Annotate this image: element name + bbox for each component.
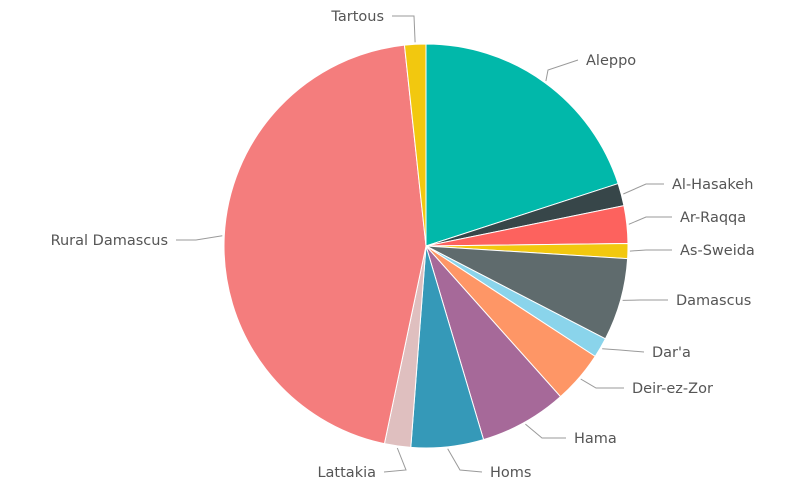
pie-slice-rural-damascus[interactable] xyxy=(223,44,427,445)
slice-label-tartous: Tartous xyxy=(330,9,384,25)
slice-label-deir-ez-zor: Deir-ez-Zor xyxy=(632,381,713,397)
leader-line-tartous xyxy=(392,15,416,43)
slice-label-lattakia: Lattakia xyxy=(317,465,376,481)
slice-label-ar-raqqa: Ar-Raqqa xyxy=(680,210,746,226)
slice-label-homs: Homs xyxy=(490,465,531,481)
slice-label-al-hasakeh: Al-Hasakeh xyxy=(672,177,753,193)
slice-label-aleppo: Aleppo xyxy=(586,53,636,69)
slice-label-rural-damascus: Rural Damascus xyxy=(51,233,168,249)
leader-line-as-sweida xyxy=(629,249,672,252)
leader-line-lattakia xyxy=(383,447,407,473)
leader-line-hama xyxy=(525,423,566,439)
leader-line-deir-ez-zor xyxy=(580,378,624,389)
leader-line-homs xyxy=(447,448,483,473)
leader-line-rural-damascus xyxy=(176,235,223,241)
slice-label-damascus: Damascus xyxy=(676,293,751,309)
leader-line-dar-a xyxy=(602,348,645,353)
leader-line-al-hasakeh xyxy=(623,183,664,195)
pie-slice-tartous[interactable] xyxy=(403,43,427,247)
slice-label-dar-a: Dar'a xyxy=(652,345,691,361)
pie-slice-aleppo[interactable] xyxy=(425,43,619,247)
leader-line-ar-raqqa xyxy=(628,216,672,225)
slice-label-hama: Hama xyxy=(574,431,617,447)
slice-label-as-sweida: As-Sweida xyxy=(680,243,755,259)
leader-line-aleppo xyxy=(545,59,579,82)
